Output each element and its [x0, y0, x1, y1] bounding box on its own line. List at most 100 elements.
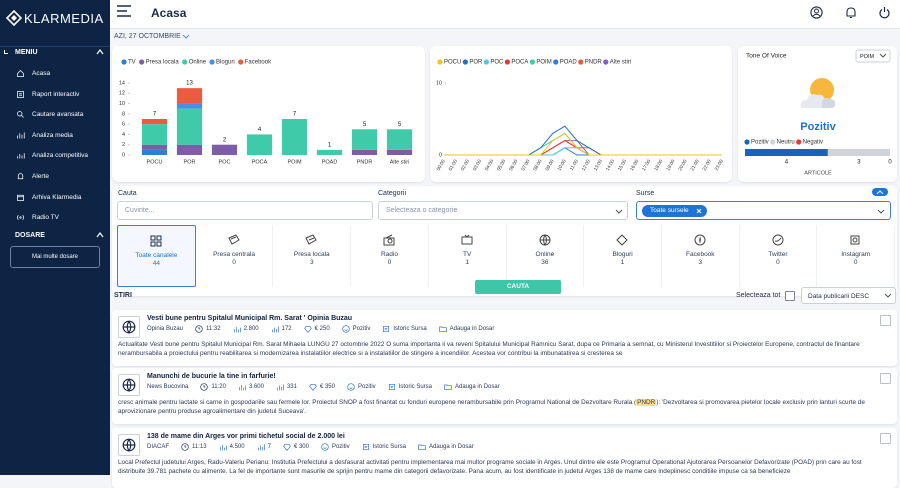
meta-icon: [383, 326, 390, 332]
logo-icon: [6, 10, 22, 26]
chevron: [182, 34, 190, 39]
channel-tab[interactable]: Online 36: [507, 225, 585, 287]
icon-shape: [772, 234, 784, 246]
search-button[interactable]: CAUTA: [475, 280, 561, 294]
category-select[interactable]: Selecteaza o categorie: [378, 201, 628, 220]
channel-tab[interactable]: Toate canalele 44: [117, 225, 196, 287]
icon-shape: [17, 215, 24, 221]
query-input[interactable]: Cuvinte...: [117, 201, 373, 220]
article-title[interactable]: Vesti bune pentru Spitalul Municipal Rm.…: [147, 315, 353, 322]
meta-text: Adauga in Dosar: [449, 326, 495, 332]
legend-swatch: [770, 139, 776, 145]
meta-icon: [233, 327, 241, 333]
article-title[interactable]: 138 de mame din Arges vor primi tichetul…: [147, 433, 345, 440]
icon-shape: [694, 234, 706, 246]
channel-count: 0: [232, 259, 236, 266]
x-tick-label: 10:00: [556, 158, 567, 172]
date-filter[interactable]: AZI, 27 OCTOMBRIE: [114, 33, 181, 40]
channel-label: Presa locala: [293, 251, 330, 258]
channel-tab[interactable]: Presa centrala 0: [196, 225, 274, 287]
article-meta: Opinia Buzau 11:32 2.800 172 € 250 Pozitiv Ist…: [147, 325, 494, 333]
hamburger-icon[interactable]: [117, 5, 131, 17]
globe-icon: [122, 320, 136, 334]
dosare-button[interactable]: Mai multe dosare: [10, 246, 100, 268]
y-tick-label: 0: [122, 152, 125, 158]
channel-tab[interactable]: Presa locala 3: [273, 225, 352, 287]
menu-item[interactable]: Raport interactiv: [0, 87, 110, 103]
bar-segment: [176, 144, 203, 155]
icon-shape: [616, 234, 628, 246]
checkbox[interactable]: [880, 433, 891, 444]
toggle-panel[interactable]: [872, 188, 888, 196]
y-tick-label: 0: [439, 152, 442, 158]
article-title[interactable]: Manunchi de bucurie la tine in farfurie!: [147, 373, 276, 380]
source-logo: [118, 316, 140, 338]
meta-item[interactable]: Adauga in Dosar: [439, 325, 495, 333]
source-chip[interactable]: Toate sursele: [642, 205, 707, 217]
meta-item[interactable]: Istoric Sursa: [362, 443, 406, 451]
icon-shape: [321, 443, 329, 451]
power-icon[interactable]: [878, 6, 891, 19]
menu-item[interactable]: Cautare avansata: [0, 107, 110, 123]
legend-swatch: [553, 59, 559, 65]
channel-tab[interactable]: Bloguri 1: [584, 225, 662, 287]
checkbox[interactable]: [880, 315, 891, 326]
meta-item[interactable]: Istoric Sursa: [382, 325, 427, 333]
icon-shape: [257, 444, 265, 451]
channel-tab[interactable]: Radio 0: [351, 225, 429, 287]
icon-shape: [341, 325, 350, 333]
section-marker: [4, 50, 8, 54]
channel-tab[interactable]: Twitter 0: [740, 225, 818, 287]
channel-count: 36: [541, 259, 549, 266]
bell-icon[interactable]: [845, 6, 857, 19]
collapse-icon[interactable]: [96, 48, 104, 56]
icon-shape: [539, 234, 551, 246]
meta-text: Adauga in Dosar: [428, 444, 474, 450]
bar-segment: [211, 144, 238, 155]
menu-item[interactable]: Arhiva Klarmedia: [0, 190, 110, 206]
menu-item[interactable]: Radio TV: [0, 210, 110, 226]
bar-total-label: 4: [258, 127, 262, 133]
select-all-checkbox[interactable]: [785, 291, 795, 301]
legend-swatch: [483, 59, 489, 65]
legend-swatch: [182, 59, 188, 65]
menu-title: MENIU: [15, 49, 38, 56]
channel-tab[interactable]: Facebook 3: [662, 225, 740, 287]
tone-value-label: 4: [785, 160, 789, 166]
channel-tab[interactable]: TV 1: [429, 225, 507, 287]
article-text: Actualitate Vesti bune pentru Spitalul M…: [118, 340, 889, 358]
chip-remove[interactable]: [696, 208, 702, 214]
icon-shape: [383, 234, 395, 246]
meta-text: 3.600: [248, 384, 264, 390]
menu-item[interactable]: Alerte: [0, 169, 110, 185]
menu-item[interactable]: Acasa: [0, 66, 110, 82]
icon-shape: [17, 69, 24, 77]
channel-tab[interactable]: Instagram 0: [817, 225, 896, 287]
menu-item[interactable]: Analiza media: [0, 128, 110, 144]
divider: [0, 46, 110, 47]
bar-segment: [176, 103, 203, 109]
meta-item: 11:13: [181, 443, 207, 451]
sort-select[interactable]: Data publicarii DESC: [801, 287, 896, 304]
chip-label: Toate sursele: [650, 207, 689, 214]
meta-item[interactable]: Adauga in Dosar: [418, 443, 474, 451]
x-tick-label: 07:00: [520, 158, 531, 172]
sidebar: KLARMEDIA MENIU Acasa Raport interactiv Ca…: [0, 0, 110, 475]
x-tick-label: 15:00: [617, 158, 628, 172]
sources-select[interactable]: Toate sursele: [636, 201, 891, 220]
meta-icon: [444, 384, 452, 390]
meta-item[interactable]: Adauga in Dosar: [444, 383, 500, 391]
checkbox[interactable]: [880, 373, 891, 384]
y-tick-label: 8: [122, 111, 125, 117]
collapse-icon[interactable]: [96, 231, 104, 239]
icon-shape: [219, 445, 227, 451]
channel-label: TV: [463, 251, 472, 258]
profile-icon[interactable]: [810, 6, 823, 19]
menu-label: Cautare avansata: [32, 111, 84, 119]
bar-total-label: 13: [186, 81, 193, 87]
meta-icon: [257, 444, 265, 451]
menu-item[interactable]: Analiza competitiva: [0, 148, 110, 164]
menu-label: Alerte: [32, 173, 49, 180]
meta-item[interactable]: Istoric Sursa: [388, 383, 432, 391]
x-tick-label: 21:00: [689, 158, 700, 172]
